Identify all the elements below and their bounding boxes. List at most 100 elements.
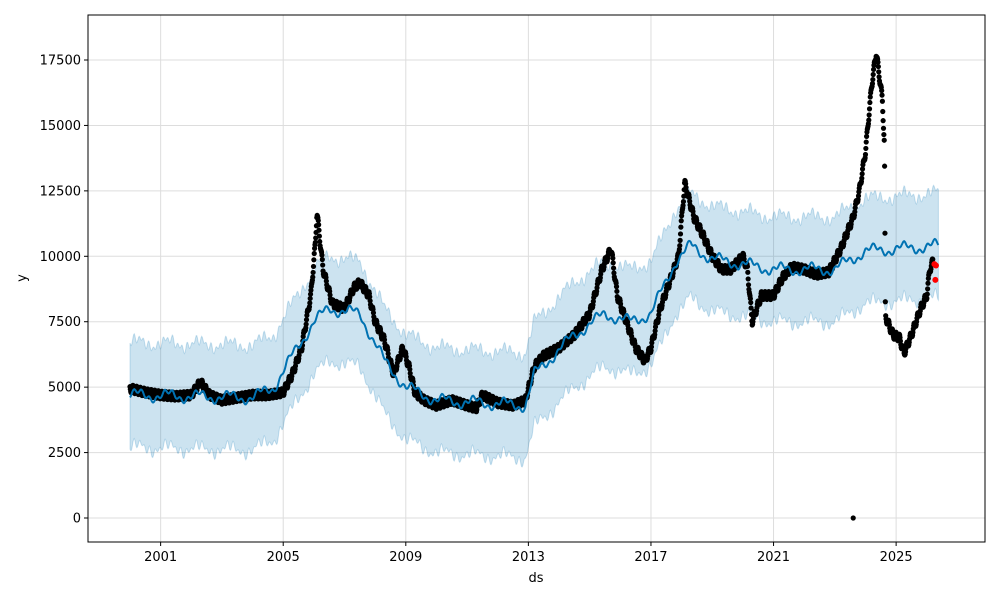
observed-point xyxy=(859,166,866,172)
observed-point xyxy=(747,295,753,302)
observed-point xyxy=(880,118,886,124)
observed-point xyxy=(869,81,876,87)
observed-point xyxy=(880,108,886,115)
observed-point xyxy=(882,230,888,236)
test-point xyxy=(932,262,939,269)
observed-point xyxy=(611,270,617,276)
observed-point xyxy=(610,265,617,271)
observed-point xyxy=(859,175,865,181)
plot-frame xyxy=(87,14,986,543)
observed-point xyxy=(307,291,314,297)
observed-point xyxy=(748,305,754,311)
observed-point xyxy=(594,285,600,291)
x-tick-label: 2025 xyxy=(880,550,913,565)
x-tick-label: 2021 xyxy=(757,550,790,565)
observed-point xyxy=(311,250,317,257)
observed-point xyxy=(678,224,684,230)
y-axis-label: y xyxy=(15,274,30,282)
observed-point xyxy=(867,99,873,106)
observed-point xyxy=(303,321,309,327)
y-tick-label: 2500 xyxy=(48,446,81,461)
observed-point xyxy=(880,125,887,131)
x-tick-label: 2017 xyxy=(634,550,667,565)
observed-point xyxy=(866,117,872,123)
observed-point xyxy=(863,139,869,145)
observed-point xyxy=(875,63,881,70)
observed-point xyxy=(307,300,313,306)
observed-point xyxy=(879,98,885,104)
observed-point xyxy=(610,255,616,261)
uncertainty-band xyxy=(129,184,939,468)
observed-point xyxy=(677,242,683,249)
y-tick-label: 0 xyxy=(73,512,81,527)
observed-point xyxy=(882,299,888,305)
observed-point xyxy=(367,298,373,304)
x-axis-label: ds xyxy=(528,571,543,586)
observed-point xyxy=(862,151,869,158)
x-tick-label: 2013 xyxy=(512,550,545,565)
x-tick-label: 2001 xyxy=(144,550,177,565)
y-tick-label: 15000 xyxy=(40,119,81,134)
observed-point xyxy=(924,295,930,301)
observed-point xyxy=(680,202,686,209)
y-tick-label: 7500 xyxy=(48,315,81,330)
y-tick-label: 17500 xyxy=(40,54,81,69)
test-points xyxy=(931,261,939,283)
observed-point xyxy=(870,76,876,83)
observed-point xyxy=(855,193,862,199)
test-point xyxy=(932,276,939,283)
observed-point xyxy=(312,239,318,246)
observed-point xyxy=(677,231,684,237)
observed-point xyxy=(610,260,616,266)
observed-point xyxy=(613,284,620,290)
observed-point xyxy=(870,66,877,73)
y-tick-label: 12500 xyxy=(40,184,81,199)
observed-point xyxy=(306,304,313,310)
observed-point xyxy=(327,292,333,298)
observed-point xyxy=(307,295,313,302)
observed-point xyxy=(316,222,322,228)
observed-point xyxy=(930,256,936,262)
observed-point xyxy=(745,282,752,288)
observed-point xyxy=(648,344,655,350)
observed-point xyxy=(367,294,373,300)
observed-point xyxy=(745,269,751,275)
observed-point xyxy=(870,71,876,78)
observed-point xyxy=(867,94,873,100)
observed-point xyxy=(924,291,930,297)
observed-point xyxy=(863,145,869,152)
observed-point xyxy=(317,238,323,245)
observed-point xyxy=(655,316,662,322)
observed-point xyxy=(678,218,684,224)
observed-point xyxy=(381,337,388,343)
forecast-line xyxy=(129,237,940,413)
observed-point xyxy=(876,74,882,80)
observed-point xyxy=(308,287,314,293)
observed-point xyxy=(852,209,858,215)
observed-point xyxy=(385,351,391,357)
observed-point xyxy=(879,92,885,98)
observed-point xyxy=(614,288,620,294)
observed-point xyxy=(850,515,856,521)
observed-point xyxy=(315,217,321,224)
observed-point xyxy=(370,310,377,316)
observed-point xyxy=(925,286,931,292)
observed-point xyxy=(866,112,872,118)
observed-point xyxy=(311,257,317,263)
observed-point xyxy=(680,198,687,205)
observed-point xyxy=(879,87,885,94)
observed-point xyxy=(875,59,881,65)
y-tick-label: 10000 xyxy=(40,250,81,265)
x-tick-label: 2005 xyxy=(267,550,300,565)
observed-point xyxy=(748,299,754,306)
observed-point xyxy=(587,312,593,318)
observed-point xyxy=(925,280,931,286)
y-tick-label: 5000 xyxy=(48,381,81,396)
observed-point xyxy=(683,184,689,190)
observed-point xyxy=(863,133,870,139)
observed-point xyxy=(310,269,316,276)
observed-point xyxy=(316,227,322,233)
observed-point xyxy=(310,263,317,270)
